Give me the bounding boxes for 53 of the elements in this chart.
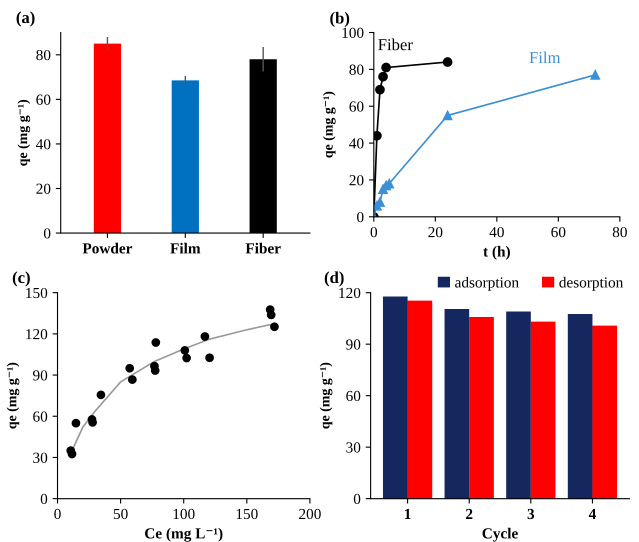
- y-tick-label: 60: [33, 411, 48, 422]
- y-tick-label: 120: [339, 288, 360, 298]
- y-tick-label: 90: [346, 339, 360, 350]
- y-axis-title: qe (mg g⁻¹): [320, 362, 332, 429]
- x-tick-label: 0: [370, 226, 378, 238]
- y-tick-label: 0: [354, 494, 360, 504]
- chart-title: (b): [330, 12, 350, 27]
- x-tick-label: 200: [299, 508, 321, 520]
- y-axis-title: qe (mg g⁻¹): [17, 100, 30, 166]
- x-tick-label: 100: [174, 508, 195, 520]
- x-tick-label: 60: [551, 226, 566, 238]
- y-tick-label: 150: [26, 288, 48, 298]
- series-label: Film: [529, 51, 560, 64]
- y-tick-label: 30: [33, 452, 48, 463]
- y-tick-label: 40: [36, 139, 50, 150]
- legend-label: desorption: [559, 276, 624, 291]
- x-axis-title: t (h): [483, 246, 510, 260]
- y-axis-title: qe (mg g⁻¹): [6, 362, 20, 429]
- y-tick-label: 80: [36, 50, 50, 60]
- y-tick-label: 0: [40, 494, 48, 504]
- x-tick-label: 3: [528, 508, 534, 520]
- chart-title: (c): [12, 271, 30, 286]
- y-tick-label: 40: [349, 138, 364, 149]
- x-tick-label: 20: [428, 226, 442, 238]
- x-tick-label: 4: [588, 508, 596, 519]
- chart-title: (d): [324, 271, 344, 286]
- x-tick-label: Fiber: [246, 242, 281, 254]
- y-tick-label: 20: [36, 184, 50, 194]
- y-tick-label: 100: [342, 28, 364, 38]
- x-tick-label: 150: [236, 508, 258, 520]
- x-tick-label: 2: [466, 508, 472, 519]
- y-tick-label: 80: [349, 64, 364, 75]
- x-tick-label: 0: [54, 508, 61, 520]
- y-tick-label: 30: [346, 442, 360, 453]
- y-tick-label: 60: [36, 94, 50, 105]
- y-tick-label: 60: [349, 101, 364, 112]
- legend-label: adsorption: [455, 276, 519, 291]
- x-tick-label: 1: [404, 508, 411, 519]
- y-tick-label: 20: [349, 175, 364, 186]
- y-tick-label: 60: [346, 390, 360, 402]
- x-tick-label: Film: [170, 242, 200, 254]
- series-label: Fiber: [378, 38, 413, 50]
- x-tick-label: 40: [489, 226, 504, 238]
- x-axis-title: Cycle: [482, 528, 518, 542]
- x-axis-title: Ce (mg L⁻¹): [145, 528, 222, 542]
- y-tick-label: 120: [26, 329, 48, 340]
- y-axis-title: qe (mg g⁻¹): [322, 92, 336, 158]
- y-tick-label: 0: [357, 212, 364, 222]
- y-tick-label: 90: [33, 370, 48, 381]
- x-tick-label: 80: [612, 226, 627, 238]
- x-tick-label: Powder: [82, 242, 132, 254]
- x-tick-label: 50: [114, 508, 128, 520]
- chart-title: (a): [16, 11, 35, 27]
